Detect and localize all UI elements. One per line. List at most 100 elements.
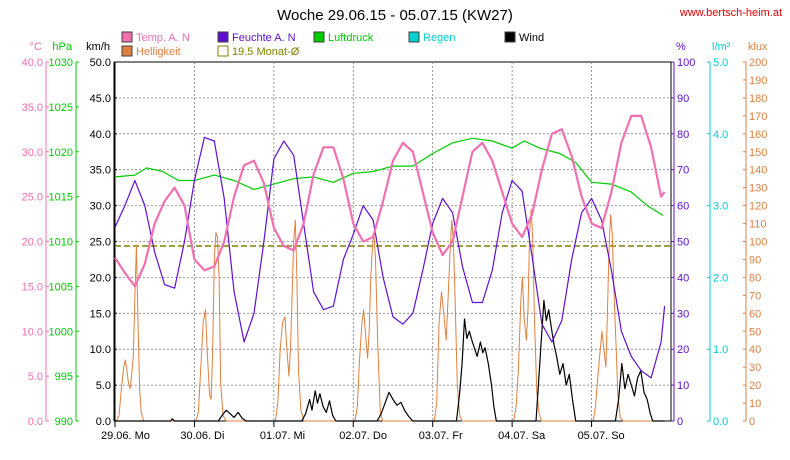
tick-label-helligkeit: 170 [749,111,767,123]
x-tick-label: 04.07. Sa [498,430,546,442]
x-tick-label: 05.07. So [578,430,625,442]
series-line-helligkeit [115,208,665,422]
tick-label-helligkeit: 130 [749,183,767,195]
axis-unit-feuchte: % [676,41,686,53]
tick-label-luftdruck: 1030 [49,57,73,69]
tick-label-wind: 0.0 [96,416,111,428]
site-link[interactable]: www.bertsch-heim.at [679,7,782,19]
tick-label-feuchte: 60 [677,201,689,213]
axis-unit-wind: km/h [86,41,110,53]
tick-label-luftdruck: 1005 [49,281,73,293]
tick-label-helligkeit: 190 [749,75,767,87]
axis-unit-helligkeit: klux [748,41,768,53]
chart-title: Woche 29.06.15 - 05.07.15 (KW27) [277,7,513,24]
tick-label-feuchte: 90 [677,93,689,105]
tick-label-regen: 2.0 [713,272,728,284]
tick-label-feuchte: 0 [677,416,683,428]
tick-label-regen: 5.0 [713,57,728,69]
tick-label-helligkeit: 30 [749,362,761,374]
tick-label-helligkeit: 50 [749,326,761,338]
tick-label-luftdruck: 995 [55,371,73,383]
tick-label-wind: 35.0 [90,165,111,177]
axis-unit-temp: °C [30,41,42,53]
tick-label-wind: 15.0 [90,308,111,320]
tick-label-helligkeit: 150 [749,147,767,159]
tick-label-luftdruck: 1015 [49,192,73,204]
legend-swatch-luftdruck [313,31,325,43]
tick-label-feuchte: 30 [677,308,689,320]
tick-label-feuchte: 70 [677,165,689,177]
legend-label-feuchte: Feuchte A. N [232,32,296,44]
tick-label-helligkeit: 10 [749,398,761,410]
tick-label-helligkeit: 90 [749,254,761,266]
chart-legend: Temp. A. N Helligkeit Feuchte A. N 19.5 Mon… [121,31,544,58]
tick-label-wind: 10.0 [90,344,111,356]
tick-label-wind: 5.0 [96,380,111,392]
tick-label-helligkeit: 60 [749,308,761,320]
tick-label-luftdruck: 990 [55,416,73,428]
x-tick-label: 29.06. Mo [101,430,150,442]
x-tick-label: 01.07. Mi [260,430,305,442]
legend-swatch-helligkeit [121,45,133,57]
tick-label-temp: 0.0 [28,416,43,428]
tick-label-wind: 50.0 [90,57,111,69]
tick-label-regen: 4.0 [713,129,728,141]
tick-label-helligkeit: 120 [749,201,767,213]
x-tick-label: 02.07. Do [339,430,387,442]
tick-label-temp: 5.0 [28,371,43,383]
tick-label-helligkeit: 70 [749,290,761,302]
tick-label-wind: 30.0 [90,201,111,213]
tick-label-wind: 40.0 [90,129,111,141]
tick-label-regen: 1.0 [713,344,728,356]
tick-label-helligkeit: 200 [749,57,767,69]
tick-label-feuchte: 40 [677,272,689,284]
legend-swatch-temp [121,31,133,43]
tick-label-wind: 20.0 [90,272,111,284]
tick-label-feuchte: 10 [677,380,689,392]
legend-label-helligkeit: Helligkeit [136,46,181,58]
chart-axes: 0.0 5.0 10.0 15.0 20.0 25.0 30.0 35.0 40.0 °C 990 9… [22,41,768,442]
tick-label-wind: 45.0 [90,93,111,105]
legend-label-regen: Regen [423,32,455,44]
tick-label-luftdruck: 1020 [49,147,73,159]
tick-label-temp: 30.0 [22,147,43,159]
tick-label-feuchte: 50 [677,237,689,249]
tick-label-temp: 35.0 [22,102,43,114]
tick-label-regen: 0.0 [713,416,728,428]
tick-label-regen: 3.0 [713,201,728,213]
tick-label-helligkeit: 80 [749,272,761,284]
axis-unit-luftdruck: hPa [52,41,72,53]
tick-label-feuchte: 100 [677,57,695,69]
tick-label-helligkeit: 40 [749,344,761,356]
axis-unit-regen: l/m² [712,41,731,53]
tick-label-temp: 15.0 [22,281,43,293]
x-tick-label: 03.07. Fr [419,430,463,442]
legend-label-temp: Temp. A. N [136,32,190,44]
tick-label-helligkeit: 0 [749,416,755,428]
series-line-feuchte [114,136,666,379]
legend-swatch-wind [504,31,516,43]
tick-label-helligkeit: 160 [749,129,767,141]
series-line-wind [115,299,665,422]
tick-label-helligkeit: 100 [749,237,767,249]
tick-label-helligkeit: 20 [749,380,761,392]
legend-label-luftdruck: Luftdruck [328,32,374,44]
tick-label-temp: 25.0 [22,192,43,204]
tick-label-wind: 25.0 [90,237,111,249]
tick-label-temp: 40.0 [22,57,43,69]
tick-label-feuchte: 80 [677,129,689,141]
tick-label-temp: 10.0 [22,326,43,338]
tick-label-luftdruck: 1025 [49,102,73,114]
tick-label-luftdruck: 1000 [49,326,73,338]
tick-label-helligkeit: 140 [749,165,767,177]
legend-label-monatmittel: 19.5 Monat-Ø [232,46,300,58]
legend-swatch-monatmittel [217,45,229,57]
tick-label-feuchte: 20 [677,344,689,356]
legend-swatch-feuchte [217,31,229,43]
tick-label-helligkeit: 110 [749,219,767,231]
series-line-temp [114,114,666,288]
plot-area [114,114,671,422]
legend-label-wind: Wind [519,32,544,44]
legend-swatch-regen [408,31,420,43]
